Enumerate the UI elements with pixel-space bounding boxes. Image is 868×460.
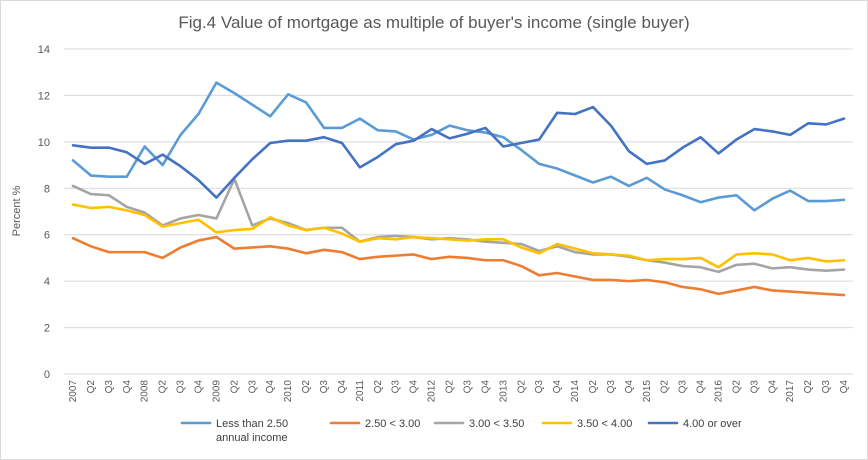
x-tick-label: Q3 [176, 380, 187, 394]
x-tick-label: Q4 [337, 380, 348, 394]
y-axis-ticks: 0 2 4 6 8 10 12 14 [38, 44, 50, 381]
legend-label: 3.00 < 3.50 [469, 418, 524, 430]
x-tick-label: 2012 [427, 380, 438, 403]
y-tick-label: 4 [44, 276, 50, 288]
series-line-2 [71, 235, 846, 297]
legend-label: Less than 2.50 [216, 418, 288, 430]
series-line-5 [71, 105, 846, 199]
x-tick-label: Q3 [821, 380, 832, 394]
x-tick-label: Q4 [409, 380, 420, 394]
x-tick-label: Q2 [158, 380, 169, 394]
x-tick-label: Q3 [678, 380, 689, 394]
x-tick-label: Q3 [247, 380, 258, 394]
gridlines [64, 48, 853, 375]
x-tick-label: Q3 [319, 380, 330, 394]
x-tick-label: Q3 [104, 380, 115, 394]
x-tick-label: Q2 [301, 380, 312, 394]
x-tick-label: 2008 [140, 380, 151, 403]
x-tick-label: Q2 [373, 380, 384, 394]
legend-label: 3.50 < 4.00 [577, 418, 632, 430]
y-tick-label: 12 [38, 90, 50, 102]
x-tick-label: Q2 [588, 380, 599, 394]
x-tick-label: Q2 [803, 380, 814, 394]
x-tick-label: Q2 [516, 380, 527, 394]
x-tick-label: Q4 [767, 380, 778, 394]
series-line-1 [71, 81, 846, 212]
series-line-4 [71, 203, 846, 269]
x-tick-label: Q4 [552, 380, 563, 394]
y-axis-label: Percent % [11, 185, 23, 236]
x-tick-label: Q4 [696, 380, 707, 394]
x-tick-label: 2015 [642, 380, 653, 403]
y-tick-label: 14 [38, 44, 50, 56]
x-tick-label: 2009 [211, 380, 222, 403]
legend-label: annual income [216, 432, 288, 444]
x-tick-label: 2007 [68, 380, 79, 403]
y-tick-label: 2 [44, 323, 50, 335]
x-tick-label: 2017 [785, 380, 796, 403]
x-tick-label: Q4 [265, 380, 276, 394]
x-tick-label: Q4 [624, 380, 635, 394]
chart-title: Fig.4 Value of mortgage as multiple of b… [178, 13, 689, 32]
x-tick-label: 2010 [283, 380, 294, 403]
x-tick-label: 2014 [570, 380, 581, 403]
x-tick-label: Q4 [122, 380, 133, 394]
legend-label: 4.00 or over [683, 418, 742, 430]
x-tick-label: 2011 [355, 380, 366, 402]
x-tick-label: 2016 [714, 380, 725, 403]
x-tick-label: Q2 [86, 380, 97, 394]
x-tick-label: Q2 [660, 380, 671, 394]
series-lines [71, 81, 846, 297]
legend: Less than 2.50 annual income 2.50 < 3.00 3.… [180, 418, 742, 444]
x-axis-ticks: 2007 Q2 Q3 Q4 2008 Q2 Q3 Q4 2009 Q2 Q3 Q4 2010 Q2 Q3 Q4… [68, 380, 850, 403]
x-tick-label: Q3 [462, 380, 473, 394]
x-tick-label: Q3 [749, 380, 760, 394]
x-tick-label: Q2 [731, 380, 742, 394]
x-tick-label: Q2 [445, 380, 456, 394]
x-tick-label: 2013 [498, 380, 509, 403]
y-tick-label: 10 [38, 137, 50, 149]
x-tick-label: Q3 [391, 380, 402, 394]
x-tick-label: Q2 [229, 380, 240, 394]
y-tick-label: 8 [44, 183, 50, 195]
x-tick-label: Q4 [480, 380, 491, 394]
x-tick-label: Q4 [193, 380, 204, 394]
y-tick-label: 0 [44, 369, 50, 381]
x-tick-label: Q4 [839, 380, 850, 394]
x-tick-label: Q3 [534, 380, 545, 394]
y-tick-label: 6 [44, 230, 50, 242]
legend-label: 2.50 < 3.00 [365, 418, 420, 430]
x-tick-label: Q3 [606, 380, 617, 394]
